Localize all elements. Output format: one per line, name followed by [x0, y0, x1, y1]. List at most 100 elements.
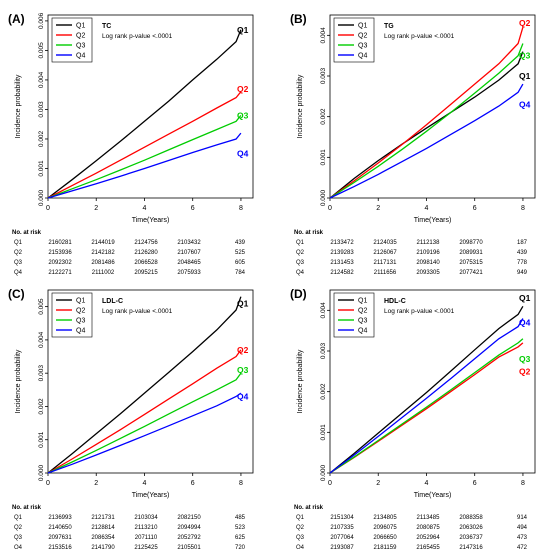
legend-label: Q4: [358, 328, 367, 335]
legend-label: Q1: [358, 23, 367, 30]
risk-cell: 2109196: [416, 250, 440, 256]
risk-table-header: No. at risk: [12, 505, 42, 511]
risk-row-name: Q2: [296, 250, 305, 256]
chart-panel-4: (D) 0.000 0.001 0.002 0.003 0.004 0 2 4 6 8 Inciden…: [290, 287, 536, 549]
risk-cell: 720: [235, 545, 246, 549]
x-tick-label: 8: [521, 205, 525, 212]
x-axis-label: Time(Years): [414, 492, 452, 499]
series-label-q3: Q3: [237, 110, 249, 120]
risk-cell: 625: [235, 535, 246, 541]
x-tick-label: 2: [94, 205, 98, 212]
series-line-q1: [329, 305, 524, 474]
y-tick-label: 0.004: [320, 27, 327, 44]
x-tick-label: 2: [94, 480, 98, 487]
y-axis-label: Incidence probability: [297, 74, 304, 138]
risk-row-name: Q3: [14, 260, 23, 266]
risk-cell: 2096075: [373, 525, 397, 531]
series-line-q2: [47, 91, 242, 199]
y-tick-label: 0.003: [38, 101, 45, 118]
risk-cell: 2092302: [48, 260, 72, 266]
legend-label: Q1: [76, 298, 85, 305]
series-line-q3: [329, 338, 524, 474]
risk-cell: 2080875: [416, 525, 440, 531]
series-line-q1: [329, 51, 524, 199]
risk-row-name: Q4: [296, 270, 305, 276]
y-tick-label: 0.001: [320, 424, 327, 441]
series-label-q1: Q1: [237, 298, 249, 308]
legend-label: Q1: [358, 298, 367, 305]
risk-cell: 2124756: [134, 240, 158, 246]
risk-cell: 2165455: [416, 545, 440, 549]
risk-cell: 2088358: [459, 515, 483, 521]
panel-label: (D): [290, 287, 307, 301]
risk-cell: 2113210: [135, 525, 159, 531]
plot-frame: [329, 14, 536, 199]
risk-cell: 2063026: [459, 525, 483, 531]
risk-row-name: Q1: [14, 240, 23, 246]
series-label-q3: Q3: [237, 365, 249, 375]
series-line-q3: [47, 372, 242, 474]
risk-cell: 2075315: [459, 260, 483, 266]
chart-panel-1: (A) 0.000 0.001 0.002 0.003 0.004 0.005 0.006 0 2…: [8, 12, 254, 276]
risk-row-name: Q1: [14, 515, 23, 521]
risk-cell: 2082150: [177, 515, 201, 521]
risk-row-name: Q3: [14, 535, 23, 541]
y-tick-label: 0.002: [320, 108, 327, 125]
series-line-q4: [329, 83, 524, 199]
risk-cell: 2107335: [330, 525, 354, 531]
y-tick-label: 0.000: [38, 464, 45, 481]
risk-cell: 2121731: [91, 515, 115, 521]
y-tick-label: 0.005: [38, 298, 45, 315]
x-tick-label: 0: [46, 480, 50, 487]
risk-cell: 2134805: [373, 515, 397, 521]
series-line-q4: [47, 392, 242, 474]
risk-cell: 2140650: [48, 525, 72, 531]
legend-label: Q1: [76, 23, 85, 30]
y-tick-label: 0.002: [38, 398, 45, 415]
series-line-q3: [47, 114, 242, 199]
risk-cell: 784: [235, 270, 246, 276]
risk-row-name: Q4: [14, 545, 23, 549]
chart-title: TC: [102, 23, 111, 30]
risk-cell: 2077064: [330, 535, 354, 541]
risk-cell: 472: [517, 545, 528, 549]
series-line-q2: [329, 27, 524, 199]
risk-cell: 2052964: [416, 535, 440, 541]
y-tick-label: 0.003: [38, 365, 45, 382]
chart-panel-3: (C) 0.000 0.001 0.002 0.003 0.004 0.005 0 2 4 6 8 In…: [8, 287, 254, 549]
risk-cell: 2086354: [91, 535, 115, 541]
risk-cell: 2075933: [177, 270, 201, 276]
risk-cell: 2122271: [48, 270, 72, 276]
risk-cell: 2131453: [330, 260, 354, 266]
legend-label: Q3: [358, 318, 367, 325]
risk-cell: 2147316: [459, 545, 483, 549]
panel-label: (B): [290, 12, 307, 26]
risk-cell: 2103432: [177, 240, 201, 246]
risk-cell: 2133472: [330, 240, 354, 246]
y-tick-label: 0.003: [320, 342, 327, 359]
series-line-q4: [329, 318, 524, 474]
risk-row-name: Q2: [296, 525, 305, 531]
y-tick-label: 0.003: [320, 67, 327, 84]
risk-cell: 2111656: [374, 270, 397, 276]
risk-cell: 2098770: [459, 240, 483, 246]
risk-cell: 2036737: [459, 535, 483, 541]
chart-subtitle: Log rank p-value <.0001: [384, 308, 455, 315]
risk-cell: 2103034: [134, 515, 158, 521]
x-tick-label: 8: [239, 480, 243, 487]
series-label-q2: Q2: [519, 366, 531, 376]
risk-cell: 485: [235, 515, 246, 521]
panel-label: (A): [8, 12, 25, 26]
x-axis-label: Time(Years): [414, 217, 452, 224]
panel-label: (C): [8, 287, 25, 301]
x-tick-label: 0: [328, 480, 332, 487]
plot-frame: [47, 14, 254, 199]
series-line-q1: [47, 296, 242, 474]
risk-cell: 2098140: [416, 260, 440, 266]
y-tick-label: 0.001: [38, 431, 45, 448]
risk-cell: 2144019: [91, 240, 115, 246]
series-label-q4: Q4: [237, 391, 249, 401]
x-tick-label: 8: [521, 480, 525, 487]
x-tick-label: 4: [143, 480, 147, 487]
risk-cell: 605: [235, 260, 246, 266]
